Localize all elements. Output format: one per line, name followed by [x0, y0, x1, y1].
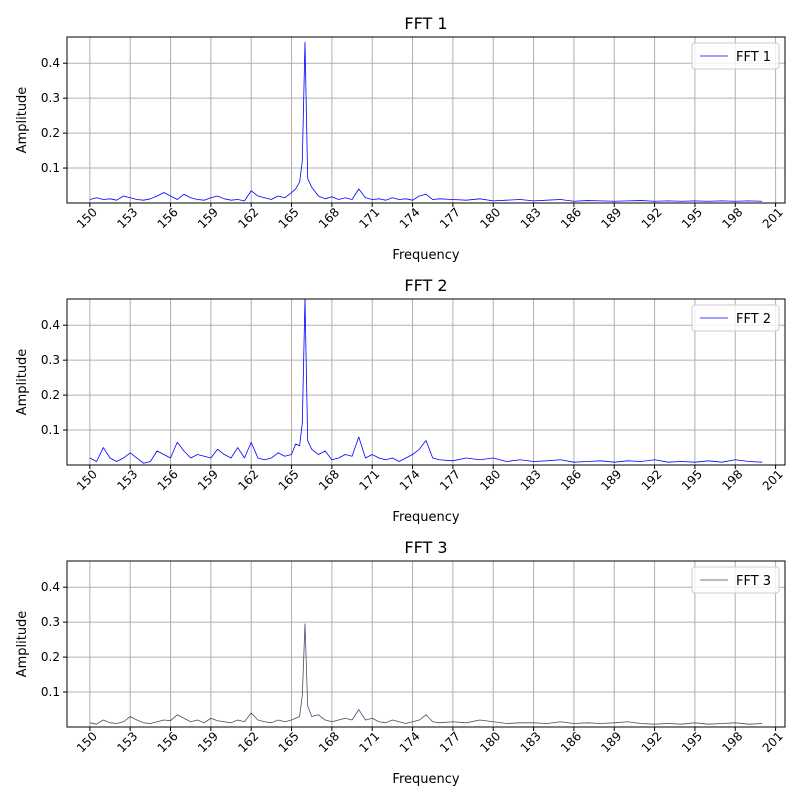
chart-title: FFT 3 [404, 538, 447, 557]
x-tick-label: 201 [760, 729, 786, 755]
y-tick-label: 0.2 [41, 126, 60, 140]
legend-label: FFT 1 [736, 50, 771, 65]
series-line-1 [89, 41, 763, 202]
legend: FFT 1 [691, 42, 780, 70]
x-tick-label: 153 [114, 467, 140, 493]
y-tick-label: 0.4 [41, 580, 60, 594]
x-tick-label: 156 [155, 729, 181, 755]
legend-box [691, 42, 780, 70]
x-tick-label: 201 [760, 467, 786, 493]
x-tick-label: 195 [679, 467, 705, 493]
x-tick-label: 162 [235, 205, 261, 231]
chart-panel-3: 150 153 156 159 162 165 168 171 174 177 180 183 186 1… [15, 538, 786, 787]
y-tick-label: 0.1 [41, 161, 60, 175]
x-tick-label: 180 [477, 205, 503, 231]
x-tick-label: 192 [639, 729, 665, 755]
legend-label: FFT 3 [736, 574, 771, 589]
chart-panel-2: 150 153 156 159 162 165 168 171 174 177 180 183 186 1… [15, 276, 786, 525]
y-tick-label: 0.2 [41, 650, 60, 664]
y-tick-label: 0.3 [41, 615, 60, 629]
x-tick-label: 198 [719, 729, 745, 755]
x-tick-label: 156 [155, 467, 181, 493]
x-tick-label: 180 [477, 467, 503, 493]
x-tick-label: 168 [316, 205, 342, 231]
x-tick-label: 177 [437, 467, 463, 493]
x-tick-label: 177 [437, 205, 463, 231]
x-tick-label: 156 [155, 205, 181, 231]
x-tick-label: 174 [397, 467, 423, 493]
chart-panel-1: 150 153 156 159 162 165 168 171 174 177 180 183 186 1… [15, 14, 786, 263]
y-tick-label: 0.3 [41, 353, 60, 367]
series-line-3 [89, 623, 763, 725]
x-tick-label: 165 [276, 467, 302, 493]
x-tick-label: 180 [477, 729, 503, 755]
x-axis-label: Frequency [392, 510, 459, 525]
x-tick-label: 159 [195, 205, 221, 231]
x-tick-label: 186 [558, 205, 584, 231]
x-tick-label: 174 [397, 205, 423, 231]
x-tick-label: 159 [195, 467, 221, 493]
series-line-2 [89, 299, 763, 464]
x-axis-label: Frequency [392, 772, 459, 787]
x-tick-label: 198 [719, 467, 745, 493]
x-tick-label: 192 [639, 205, 665, 231]
x-tick-label: 150 [74, 467, 100, 493]
x-tick-label: 183 [518, 205, 544, 231]
legend-box [691, 566, 780, 594]
y-tick-label: 0.4 [41, 56, 60, 70]
x-tick-label: 189 [598, 467, 624, 493]
x-tick-label: 171 [356, 467, 382, 493]
legend-box [691, 304, 780, 332]
plot-frame [66, 560, 786, 728]
plot-frame [66, 36, 786, 204]
x-tick-label: 192 [639, 467, 665, 493]
x-tick-label: 150 [74, 205, 100, 231]
y-tick-label: 0.4 [41, 318, 60, 332]
x-tick-label: 195 [679, 205, 705, 231]
x-tick-label: 198 [719, 205, 745, 231]
x-tick-label: 153 [114, 729, 140, 755]
x-tick-label: 159 [195, 729, 221, 755]
y-tick-label: 0.2 [41, 388, 60, 402]
x-tick-label: 171 [356, 729, 382, 755]
legend: FFT 3 [691, 566, 780, 594]
x-tick-label: 189 [598, 205, 624, 231]
x-tick-label: 186 [558, 729, 584, 755]
x-tick-label: 165 [276, 205, 302, 231]
y-tick-label: 0.3 [41, 91, 60, 105]
x-tick-label: 153 [114, 205, 140, 231]
x-tick-label: 186 [558, 467, 584, 493]
y-tick-label: 0.1 [41, 685, 60, 699]
x-tick-label: 168 [316, 729, 342, 755]
chart-title: FFT 2 [404, 276, 447, 295]
chart-title: FFT 1 [404, 14, 447, 33]
x-tick-label: 195 [679, 729, 705, 755]
y-axis-label: Amplitude [15, 349, 30, 416]
x-tick-label: 150 [74, 729, 100, 755]
x-tick-label: 177 [437, 729, 463, 755]
x-tick-label: 171 [356, 205, 382, 231]
legend-label: FFT 2 [736, 312, 771, 327]
legend: FFT 2 [691, 304, 780, 332]
x-tick-label: 201 [760, 205, 786, 231]
x-tick-label: 162 [235, 467, 261, 493]
x-axis-label: Frequency [392, 248, 459, 263]
x-tick-label: 189 [598, 729, 624, 755]
x-tick-label: 174 [397, 729, 423, 755]
y-axis-label: Amplitude [15, 611, 30, 678]
x-tick-label: 162 [235, 729, 261, 755]
y-tick-label: 0.1 [41, 423, 60, 437]
x-tick-label: 183 [518, 729, 544, 755]
plot-frame [66, 298, 786, 466]
x-tick-label: 165 [276, 729, 302, 755]
x-tick-label: 168 [316, 467, 342, 493]
x-tick-label: 183 [518, 467, 544, 493]
y-axis-label: Amplitude [15, 87, 30, 154]
